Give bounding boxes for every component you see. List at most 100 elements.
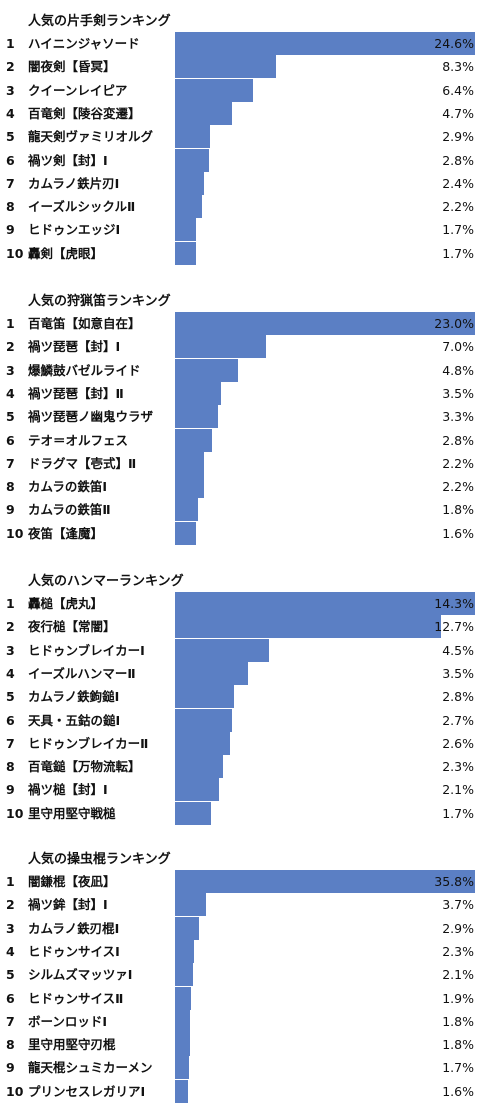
chart-bar	[175, 916, 200, 940]
category-label: 天具・五鈷の鎚Ⅰ	[28, 712, 121, 728]
rank-number: 9	[6, 222, 15, 238]
category-label: 百竜剣【陵谷変遷】	[28, 105, 141, 121]
value-label: 14.3%	[434, 596, 474, 611]
value-label: 4.5%	[442, 642, 474, 658]
rank-number: 7	[6, 175, 15, 191]
category-label: イーズルシックルⅡ	[28, 199, 136, 215]
rank-number: 8	[6, 759, 15, 775]
chart-row: 7 ボーンロッドⅠ 1.8%	[0, 1009, 488, 1033]
category-label: ヒドゥンサイスⅡ	[28, 990, 124, 1006]
chart-row: 10 夜笛【逢魔】 1.6%	[0, 521, 488, 545]
rank-number: 9	[6, 1060, 15, 1076]
category-label: 禍ツ槌【封】Ⅰ	[28, 782, 108, 798]
chart-title: 人気の片手剣ランキング	[28, 14, 171, 29]
category-label: 里守用堅守刃棍	[28, 1037, 116, 1053]
value-label: 1.7%	[442, 805, 474, 821]
rank-number: 1	[6, 874, 15, 889]
ranking-chart: 人気のハンマーランキング 1 轟槌【虎丸】 14.3% 2 夜行槌【常闇】 12.7% 3 ヒド…	[0, 570, 488, 825]
category-label: ヒドゥンサイスⅠ	[28, 943, 120, 959]
chart-row: 9 カムラの鉄笛Ⅱ 1.8%	[0, 498, 488, 522]
value-label: 1.6%	[442, 1083, 474, 1099]
value-label: 2.9%	[442, 920, 474, 936]
chart-row: 9 ヒドゥンエッジⅠ 1.7%	[0, 218, 488, 242]
chart-row: 8 イーズルシックルⅡ 2.2%	[0, 195, 488, 219]
chart-row: 8 百竜鎚【万物流転】 2.3%	[0, 755, 488, 779]
value-label: 2.8%	[442, 432, 474, 448]
value-label: 3.5%	[442, 385, 474, 401]
value-label: 1.7%	[442, 222, 474, 238]
category-label: 夜笛【逢魔】	[28, 525, 104, 541]
chart-row: 10 里守用堅守戦槌 1.7%	[0, 801, 488, 825]
chart-row: 5 禍ツ琵琶ノ幽鬼ウラザ 3.3%	[0, 405, 488, 429]
rank-number: 2	[6, 339, 15, 355]
chart-bar	[175, 312, 475, 335]
category-label: シルムズマッツァⅠ	[28, 967, 133, 983]
value-label: 8.3%	[442, 59, 474, 75]
value-label: 2.3%	[442, 759, 474, 775]
rank-number: 6	[6, 152, 15, 168]
value-label: 3.7%	[442, 897, 474, 913]
chart-row: 6 禍ツ剣【封】Ⅰ 2.8%	[0, 148, 488, 172]
chart-row: 10 轟剣【虎眼】 1.7%	[0, 241, 488, 265]
rank-number: 10	[6, 1083, 24, 1099]
chart-bar	[175, 148, 210, 172]
value-label: 2.6%	[442, 735, 474, 751]
category-label: カムラノ鉄片刃Ⅰ	[28, 175, 120, 191]
rank-number: 3	[6, 920, 15, 936]
chart-bar	[175, 1056, 190, 1080]
chart-row: 6 ヒドゥンサイスⅡ 1.9%	[0, 986, 488, 1010]
rank-number: 1	[6, 36, 15, 51]
rank-number: 9	[6, 782, 15, 798]
category-label: 轟剣【虎眼】	[28, 245, 104, 261]
chart-bar	[175, 521, 196, 545]
rank-number: 1	[6, 316, 15, 331]
chart-bar	[175, 963, 193, 987]
chart-bar	[175, 335, 267, 359]
rank-number: 5	[6, 129, 15, 145]
value-label: 2.2%	[442, 479, 474, 495]
chart-bar	[175, 475, 204, 499]
value-label: 6.4%	[442, 82, 474, 98]
category-label: ヒドゥンブレイカーⅠ	[28, 642, 145, 658]
chart-row: 7 カムラノ鉄片刃Ⅰ 2.4%	[0, 171, 488, 195]
chart-row: 6 天具・五鈷の鎚Ⅰ 2.7%	[0, 708, 488, 732]
category-label: ボーンロッドⅠ	[28, 1013, 108, 1029]
chart-bar	[175, 801, 211, 825]
chart-bar	[175, 755, 224, 779]
rank-number: 2	[6, 897, 15, 913]
chart-bar	[175, 78, 254, 102]
chart-row: 4 ヒドゥンサイスⅠ 2.3%	[0, 939, 488, 963]
chart-row: 9 龍天棍シュミカーメン 1.7%	[0, 1056, 488, 1080]
chart-bar	[175, 32, 475, 55]
value-label: 2.8%	[442, 152, 474, 168]
value-label: 7.0%	[442, 339, 474, 355]
chart-bar	[175, 358, 238, 382]
rank-number: 5	[6, 967, 15, 983]
rank-number: 3	[6, 362, 15, 378]
value-label: 2.8%	[442, 689, 474, 705]
value-label: 1.8%	[442, 1013, 474, 1029]
category-label: プリンセスレガリアⅠ	[28, 1083, 146, 1099]
chart-bar	[175, 381, 221, 405]
category-label: カムラノ鉄鉤鎚Ⅰ	[28, 689, 120, 705]
value-label: 35.8%	[434, 874, 474, 889]
value-label: 2.7%	[442, 712, 474, 728]
chart-title: 人気のハンマーランキング	[28, 574, 184, 589]
chart-row: 1 百竜笛【如意自在】 23.0%	[0, 312, 488, 335]
chart-row: 1 轟槌【虎丸】 14.3%	[0, 592, 488, 615]
chart-row: 10 プリンセスレガリアⅠ 1.6%	[0, 1079, 488, 1103]
chart-row: 7 ドラグマ【壱式】Ⅱ 2.2%	[0, 451, 488, 475]
value-label: 3.5%	[442, 665, 474, 681]
category-label: 爆鱗鼓バゼルライド	[28, 362, 141, 378]
chart-bar	[175, 125, 211, 149]
category-label: ドラグマ【壱式】Ⅱ	[28, 455, 137, 471]
value-label: 2.2%	[442, 199, 474, 215]
chart-bar	[175, 498, 199, 522]
value-label: 4.7%	[442, 105, 474, 121]
chart-row: 3 ヒドゥンブレイカーⅠ 4.5%	[0, 638, 488, 662]
chart-bar	[175, 1009, 191, 1033]
category-label: 闇夜剣【昏冥】	[28, 59, 116, 75]
rank-number: 8	[6, 199, 15, 215]
chart-row: 5 カムラノ鉄鉤鎚Ⅰ 2.8%	[0, 685, 488, 709]
rank-number: 1	[6, 596, 15, 611]
